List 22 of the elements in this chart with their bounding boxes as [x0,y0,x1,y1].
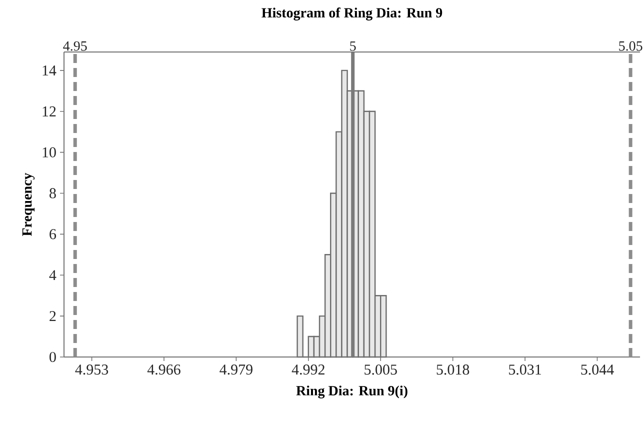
x-tick-label: 4.966 [147,364,180,375]
y-tick-label: 4 [49,270,56,280]
x-tick-label: 5.018 [436,364,470,375]
x-tick-label: 5.031 [509,364,542,375]
y-tick-label: 0 [50,352,56,362]
y-tick-label: 2 [50,311,56,322]
y-tick-label: 14 [42,65,56,76]
x-tick-label: 4.979 [220,364,252,375]
y-tick-label: 12 [42,106,56,116]
y-axis-title: Frequency [22,172,35,236]
x-tick-label: 5.044 [581,364,614,375]
ref-line-label: 4.95 [63,41,87,51]
y-tick-label: 6 [50,229,56,240]
y-tick-label: 8 [50,188,56,198]
x-tick-label: 4.992 [292,364,324,375]
ref-line-label: 5 [350,41,356,51]
x-axis-title: Ring Dia: Run 9(i) [296,386,408,398]
y-tick-label: 10 [42,147,56,158]
chart-title: Histogram of Ring Dia: Run 9 [262,8,442,20]
x-tick-label: 5.005 [364,364,397,375]
x-tick-label: 4.953 [75,364,108,375]
ref-line-label: 5.05 [619,41,642,51]
